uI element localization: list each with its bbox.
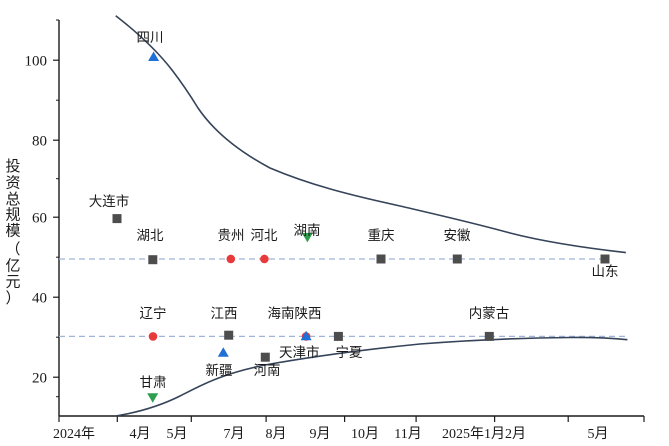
svg-text:亿: 亿 xyxy=(5,258,20,275)
svg-text:5月: 5月 xyxy=(588,426,609,442)
svg-text:11月: 11月 xyxy=(394,426,421,442)
svg-text:山东: 山东 xyxy=(592,264,619,279)
svg-text:5月: 5月 xyxy=(167,426,188,442)
svg-text:）: ） xyxy=(5,290,20,307)
svg-text:大连市: 大连市 xyxy=(89,193,130,209)
svg-text:宁夏: 宁夏 xyxy=(336,344,363,360)
svg-text:河北: 河北 xyxy=(251,228,278,243)
svg-text:7月: 7月 xyxy=(224,426,245,442)
svg-text:江西: 江西 xyxy=(211,306,238,321)
svg-text:80: 80 xyxy=(32,134,47,150)
svg-text:贵州: 贵州 xyxy=(218,228,245,243)
svg-text:安徽: 安徽 xyxy=(444,228,471,243)
svg-text:重庆: 重庆 xyxy=(368,228,395,243)
svg-text:9月: 9月 xyxy=(310,426,331,442)
svg-text:甘肃: 甘肃 xyxy=(140,375,167,390)
svg-text:新疆: 新疆 xyxy=(206,363,233,378)
svg-text:河南: 河南 xyxy=(254,363,281,378)
svg-text:8月: 8月 xyxy=(266,426,287,442)
svg-text:20: 20 xyxy=(32,371,47,387)
svg-text:4月: 4月 xyxy=(130,426,151,442)
svg-text:60: 60 xyxy=(32,211,47,227)
svg-text:元: 元 xyxy=(5,274,20,290)
svg-text:内蒙古: 内蒙古 xyxy=(469,306,510,321)
svg-text:2025年1月2月: 2025年1月2月 xyxy=(442,426,526,442)
svg-text:投: 投 xyxy=(5,158,20,175)
svg-text:资: 资 xyxy=(5,175,20,192)
svg-text:湖南: 湖南 xyxy=(294,223,321,238)
svg-text:10月: 10月 xyxy=(351,426,379,442)
svg-text:辽宁: 辽宁 xyxy=(140,305,167,321)
svg-text:40: 40 xyxy=(32,291,47,307)
svg-text:规: 规 xyxy=(5,207,20,224)
svg-text:模: 模 xyxy=(5,223,20,240)
svg-text:海南: 海南 xyxy=(268,306,295,321)
svg-text:2024年: 2024年 xyxy=(53,426,95,442)
svg-text:总: 总 xyxy=(5,191,20,208)
svg-text:四川: 四川 xyxy=(137,30,164,45)
svg-text:天津市: 天津市 xyxy=(279,344,320,360)
svg-text:100: 100 xyxy=(25,54,48,70)
svg-text:（: （ xyxy=(5,241,20,258)
svg-text:湖北: 湖北 xyxy=(137,228,164,243)
svg-text:陕西: 陕西 xyxy=(295,306,322,321)
